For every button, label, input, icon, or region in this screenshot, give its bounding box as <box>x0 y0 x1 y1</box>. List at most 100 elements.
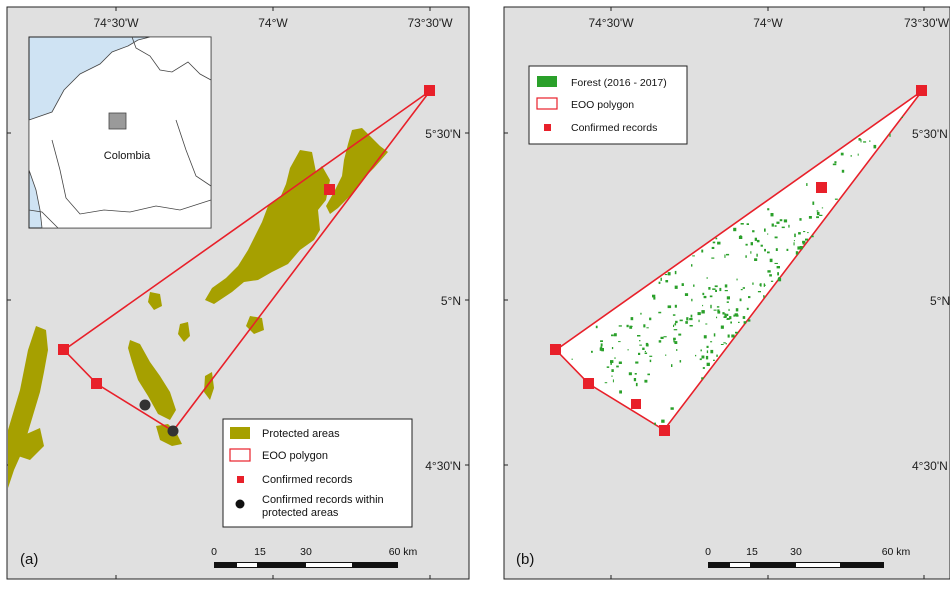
forest-patch <box>767 208 770 211</box>
forest-patch <box>675 320 678 324</box>
confirmed-records-b <box>550 85 927 436</box>
forest-patch <box>685 321 688 324</box>
forest-patch <box>667 305 672 309</box>
forest-patch <box>640 312 642 315</box>
forest-patch <box>724 313 727 317</box>
forest-patch <box>747 319 751 322</box>
forest-patch <box>776 221 780 224</box>
forest-patch <box>728 308 730 311</box>
forest-patch <box>649 355 653 357</box>
forest-patch <box>834 198 838 200</box>
forest-patch <box>812 201 815 205</box>
forest-patch <box>750 251 752 254</box>
forest-patch <box>611 347 614 350</box>
scale-label-15: 15 <box>254 546 266 558</box>
forest-patch <box>713 359 715 361</box>
forest-patch <box>686 317 689 321</box>
forest-patch <box>616 365 619 368</box>
forest-patch <box>674 270 677 275</box>
legend-a: Protected areas EOO polygon Confirmed re… <box>222 418 413 528</box>
forest-cover <box>571 116 903 426</box>
forest-patch <box>726 318 730 320</box>
forest-patch <box>618 325 622 327</box>
ticks-b <box>504 7 925 579</box>
forest-patch <box>711 257 715 259</box>
forest-patch <box>713 309 717 311</box>
forest-patch <box>599 347 603 351</box>
forest-patch <box>664 274 668 276</box>
forest-patch <box>720 325 724 329</box>
forest-patch <box>771 223 774 227</box>
forest-patch <box>618 361 622 364</box>
forest-patch <box>635 361 639 364</box>
forest-patch <box>629 325 633 329</box>
forest-patch <box>850 155 852 157</box>
study-area-square <box>108 112 127 130</box>
forest-patch <box>710 304 712 309</box>
forest-patch <box>670 407 674 410</box>
scale-label-60-b: 60 km <box>882 546 911 558</box>
forest-patch <box>774 236 778 239</box>
forest-patch <box>799 218 802 221</box>
forest-patch <box>763 295 765 298</box>
forest-patch <box>706 345 709 348</box>
forest-patch <box>649 317 652 321</box>
forest-patch <box>834 161 837 164</box>
forest-patch <box>661 419 665 423</box>
forest-patch <box>637 335 641 337</box>
forest-patch <box>703 295 707 299</box>
forest-patch <box>841 169 845 173</box>
forest-patch <box>733 227 737 232</box>
forest-patch <box>692 255 695 257</box>
forest-patch <box>649 359 652 363</box>
legend-eoo-label-b: EOO polygon <box>571 99 634 111</box>
forest-patch <box>731 334 735 338</box>
protected-areas <box>8 128 388 488</box>
forest-patch <box>630 317 634 321</box>
forest-patch <box>642 347 645 350</box>
forest-patch <box>726 301 729 303</box>
forest-patch <box>610 360 614 363</box>
forest-patch <box>716 316 718 319</box>
lon-label-74-30-b: 74°30'W <box>588 16 634 30</box>
forest-patch <box>710 341 713 343</box>
lon-label-74: 74°W <box>258 16 288 30</box>
forest-patch <box>706 350 709 354</box>
forest-patch <box>811 235 814 238</box>
scale-label-60: 60 km <box>389 546 418 558</box>
forest-patch <box>788 224 790 228</box>
forest-patch <box>725 343 727 345</box>
forest-patch <box>672 314 676 316</box>
forest-patch <box>807 232 809 234</box>
forest-patch <box>736 278 738 281</box>
forest-patch <box>740 289 743 291</box>
forest-patch <box>684 293 689 296</box>
forest-patch <box>667 272 671 276</box>
forest-patch <box>816 210 819 212</box>
forest-patch <box>726 253 730 256</box>
forest-patch <box>727 313 729 316</box>
forest-patch <box>730 321 732 324</box>
forest-patch <box>673 329 678 331</box>
record-marker <box>324 184 335 195</box>
forest-patch <box>774 262 778 264</box>
forest-patch <box>798 232 801 235</box>
forest-patch <box>860 139 862 143</box>
forest-patch <box>743 321 747 324</box>
record-marker <box>659 425 670 436</box>
forest-patch <box>816 211 820 216</box>
forest-patch <box>712 241 716 244</box>
forest-patch <box>712 288 716 290</box>
forest-patch <box>600 343 603 347</box>
forest-patch <box>716 306 720 308</box>
forest-patch <box>756 253 758 257</box>
forest-patch <box>767 270 771 273</box>
forest-patch <box>767 251 770 254</box>
legend-eoo-label: EOO polygon <box>262 450 328 462</box>
forest-patch <box>679 360 682 363</box>
legend-forest-label: Forest (2016 - 2017) <box>571 77 667 89</box>
forest-patch <box>724 284 728 288</box>
forest-patch <box>665 354 667 356</box>
legend-protected-label: Protected areas <box>262 428 340 440</box>
lon-label-73-30: 73°30'W <box>407 16 453 30</box>
